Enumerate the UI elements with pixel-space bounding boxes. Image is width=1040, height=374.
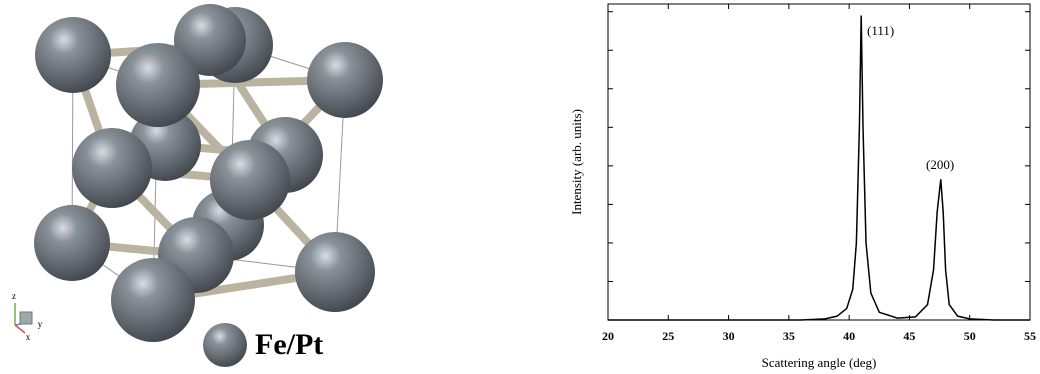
axis-z: z xyxy=(12,291,16,301)
xrd-chart: Scattering angle (deg) Intensity (arb. u… xyxy=(569,4,1036,370)
x-tick-label: 35 xyxy=(783,329,795,343)
plot-frame xyxy=(608,4,1030,320)
x-tick-label: 20 xyxy=(602,329,614,343)
x-tick-label: 30 xyxy=(723,329,735,343)
axis-x: x xyxy=(26,332,31,342)
y-axis-label: Intensity (arb. units) xyxy=(569,109,584,215)
figure: z x y Fe/Pt Scattering angle (deg) Inten… xyxy=(0,0,1040,374)
axis-y: y xyxy=(38,319,43,329)
peak-label: (111) xyxy=(867,23,894,38)
legend-atom xyxy=(203,323,247,367)
x-tick-label: 50 xyxy=(964,329,976,343)
x-tick-label: 25 xyxy=(662,329,674,343)
axis-triad: z x y xyxy=(12,291,43,342)
x-tick-label: 45 xyxy=(903,329,915,343)
peak-label: (200) xyxy=(926,157,954,172)
legend-label: Fe/Pt xyxy=(255,328,323,361)
crystal-structure: z x y Fe/Pt xyxy=(12,4,383,367)
x-axis-label: Scattering angle (deg) xyxy=(762,355,877,370)
x-tick-label: 55 xyxy=(1024,329,1036,343)
x-tick-label: 40 xyxy=(843,329,855,343)
intensity-line xyxy=(608,16,1030,320)
